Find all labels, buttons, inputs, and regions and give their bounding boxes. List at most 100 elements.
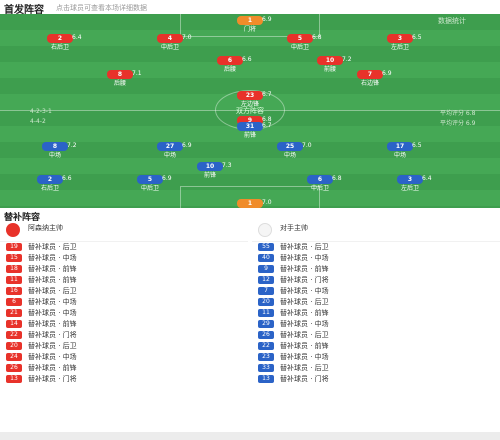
home-player[interactable]: 3 左后卫 6.5 [370, 34, 430, 56]
away-player[interactable]: 10 前锋 7.3 [180, 162, 240, 184]
player-number: 8 [107, 70, 133, 79]
sub-number: 9 [258, 265, 274, 273]
away-player[interactable]: 6 中后卫 6.8 [290, 175, 350, 197]
player-name: 中后卫 [140, 185, 159, 192]
sub-number: 22 [6, 331, 22, 339]
home-player[interactable]: 4 中后卫 7.0 [140, 34, 200, 56]
away-sub-row[interactable]: 20 替补球员 · 后卫 [252, 297, 500, 308]
player-number: 27 [157, 142, 183, 151]
home-sub-row[interactable]: 18 替补球员 · 前锋 [0, 264, 248, 275]
home-coach-row[interactable]: 阿森纳主帅 [0, 220, 248, 242]
player-rating: 6.9 [182, 142, 192, 149]
home-player[interactable]: 7 右边锋 6.9 [340, 70, 400, 92]
away-sub-row[interactable]: 9 替补球员 · 前锋 [252, 264, 500, 275]
sub-number: 13 [258, 375, 274, 383]
away-sub-row[interactable]: 22 替补球员 · 前锋 [252, 341, 500, 352]
away-sub-row[interactable]: 55 替补球员 · 后卫 [252, 242, 500, 253]
player-number: 23 [237, 91, 263, 100]
player-rating: 6.7 [262, 122, 272, 129]
away-sub-row[interactable]: 26 替补球员 · 后卫 [252, 330, 500, 341]
home-sub-row[interactable]: 21 替补球员 · 中场 [0, 308, 248, 319]
home-player[interactable]: 10 前腰 7.2 [300, 56, 360, 78]
home-sub-row[interactable]: 15 替补球员 · 中场 [0, 253, 248, 264]
sub-name: 替补球员 · 后卫 [280, 243, 329, 251]
player-rating: 6.9 [262, 16, 272, 23]
player-number: 5 [287, 34, 313, 43]
substitutes-panel: 替补阵容 阿森纳主帅 19 替补球员 · 后卫 15 替补球员 · 中场 18 替补球员 … [0, 208, 500, 440]
player-rating: 7.1 [132, 70, 142, 77]
away-club-badge-icon [258, 223, 272, 237]
away-player[interactable]: 2 右后卫 6.6 [20, 175, 80, 197]
sub-name: 替补球员 · 中场 [280, 320, 329, 328]
away-formation: 4-4-2 [30, 118, 46, 125]
away-sub-row[interactable]: 40 替补球员 · 中场 [252, 253, 500, 264]
home-sub-row[interactable]: 16 替补球员 · 后卫 [0, 286, 248, 297]
away-sub-row[interactable]: 11 替补球员 · 前锋 [252, 308, 500, 319]
away-player[interactable]: 8 中场 7.2 [25, 142, 85, 164]
home-player[interactable]: 2 右后卫 6.4 [30, 34, 90, 56]
home-player[interactable]: 8 后腰 7.1 [90, 70, 150, 92]
home-coach-name: 阿森纳主帅 [28, 224, 63, 232]
away-coach-row[interactable]: 对手主帅 [252, 220, 500, 242]
away-sub-row[interactable]: 13 替补球员 · 门将 [252, 374, 500, 385]
player-name: 右后卫 [40, 185, 59, 192]
away-player[interactable]: 17 中场 6.5 [370, 142, 430, 164]
sub-number: 12 [258, 276, 274, 284]
player-number: 1 [237, 199, 263, 208]
home-player[interactable]: 6 后腰 6.6 [200, 56, 260, 78]
away-player[interactable]: 3 左后卫 6.4 [380, 175, 440, 197]
sub-name: 替补球员 · 中场 [280, 287, 329, 295]
home-player[interactable]: 1 门将 6.9 [220, 16, 280, 38]
player-number: 10 [317, 56, 343, 65]
away-player[interactable]: 25 中场 7.0 [260, 142, 320, 164]
home-sub-row[interactable]: 22 替补球员 · 门将 [0, 330, 248, 341]
sub-number: 20 [6, 342, 22, 350]
penalty-box-bottom [180, 186, 320, 208]
player-name: 后腰 [223, 66, 236, 73]
player-number: 4 [157, 34, 183, 43]
player-rating: 7.0 [182, 34, 192, 41]
home-sub-row[interactable]: 24 替补球员 · 中场 [0, 352, 248, 363]
player-name: 中场 [393, 152, 406, 159]
away-sub-row[interactable]: 7 替补球员 · 中场 [252, 286, 500, 297]
away-sub-row[interactable]: 23 替补球员 · 中场 [252, 352, 500, 363]
page-footer [0, 432, 500, 440]
away-sub-row[interactable]: 33 替补球员 · 后卫 [252, 363, 500, 374]
sub-name: 替补球员 · 中场 [28, 309, 77, 317]
away-player[interactable]: 5 中后卫 6.9 [120, 175, 180, 197]
sub-number: 26 [6, 364, 22, 372]
sub-name: 替补球员 · 前锋 [28, 276, 77, 284]
home-sub-row[interactable]: 6 替补球员 · 中场 [0, 297, 248, 308]
player-number: 10 [197, 162, 223, 171]
away-player[interactable]: 27 中场 6.9 [140, 142, 200, 164]
player-number: 9 [237, 116, 263, 125]
home-sub-row[interactable]: 14 替补球员 · 前锋 [0, 319, 248, 330]
player-number: 7 [357, 70, 383, 79]
sub-number: 16 [6, 287, 22, 295]
away-sub-row[interactable]: 12 替补球员 · 门将 [252, 275, 500, 286]
home-club-badge-icon [6, 223, 20, 237]
player-rating: 6.6 [242, 56, 252, 63]
player-number: 2 [47, 34, 73, 43]
sub-number: 18 [6, 265, 22, 273]
home-player[interactable]: 23 左边锋 6.7 [220, 91, 280, 113]
subs-title: 替补阵容 [4, 213, 41, 223]
home-sub-row[interactable]: 26 替补球员 · 前锋 [0, 363, 248, 374]
section-subtitle: 点击球员可查看本场详细数据 [56, 4, 147, 12]
away-sub-row[interactable]: 29 替补球员 · 中场 [252, 319, 500, 330]
home-sub-row[interactable]: 19 替补球员 · 后卫 [0, 242, 248, 253]
away-player[interactable]: 31 前锋 6.7 [220, 122, 280, 144]
sub-name: 替补球员 · 前锋 [280, 265, 329, 273]
away-player[interactable]: 1门将7.0 [220, 199, 280, 208]
player-rating: 6.9 [382, 70, 392, 77]
home-player[interactable]: 5 中后卫 6.8 [270, 34, 330, 56]
home-sub-row[interactable]: 13 替补球员 · 门将 [0, 374, 248, 385]
player-number: 1 [237, 16, 263, 25]
player-name: 中后卫 [310, 185, 329, 192]
home-sub-row[interactable]: 11 替补球员 · 前锋 [0, 275, 248, 286]
home-sub-row[interactable]: 20 替补球员 · 后卫 [0, 341, 248, 352]
player-rating: 7.2 [67, 142, 77, 149]
stats-link[interactable]: 数据统计 [438, 17, 466, 25]
football-pitch: 双方阵容 数据统计 4-2-3-1 4-4-2 平均评分 6.8 平均评分 6.… [0, 14, 500, 208]
sub-name: 替补球员 · 前锋 [28, 320, 77, 328]
